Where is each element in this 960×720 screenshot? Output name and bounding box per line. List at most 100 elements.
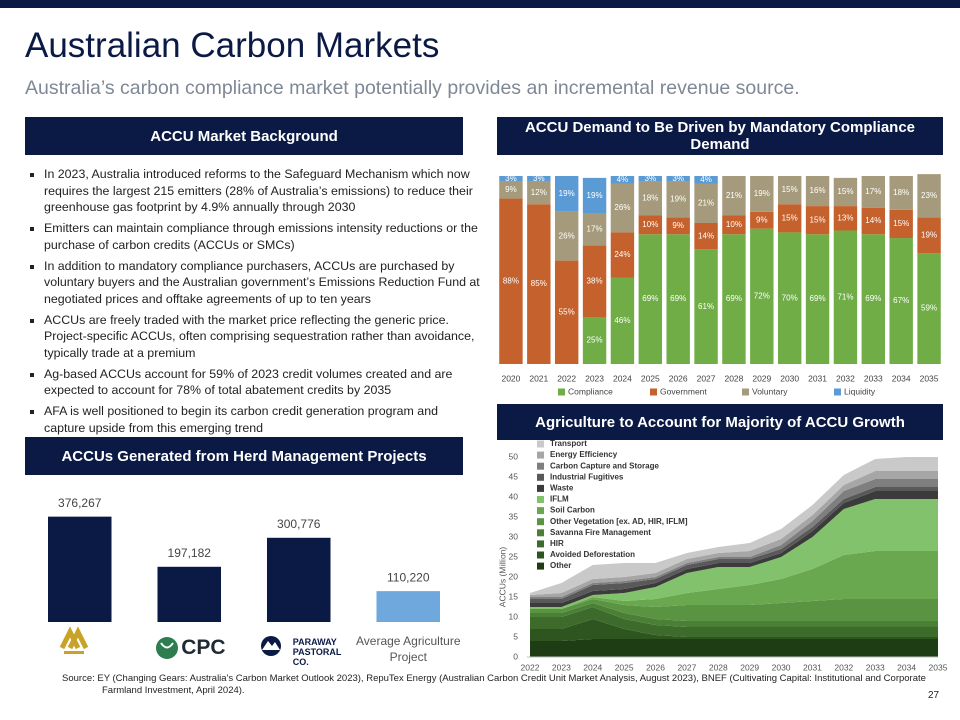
data-label: 55% [559,307,575,316]
data-label: 19% [670,195,686,204]
bar-segment [666,234,690,364]
data-label: 72% [754,291,770,300]
legend-swatch [537,473,544,481]
y-tick-label: 40 [509,491,519,501]
data-label: 12% [531,188,547,197]
bar-segment [722,215,746,235]
legend-swatch [834,388,841,396]
legend-label: Energy Efficiency [550,450,618,459]
bullet-list: In 2023, Australia introduced reforms to… [24,166,482,441]
legend-label: Government [660,386,707,396]
data-label: 9% [756,215,768,224]
legend-swatch [537,484,544,492]
data-label: 19% [754,189,770,198]
page-number: 27 [928,690,940,701]
x-tick-label: 2031 [803,662,822,672]
bar-segment [582,317,607,364]
data-label: 85% [531,279,547,288]
y-tick-label: 5 [513,631,518,641]
y-tick-label: 50 [509,451,519,461]
bar-segment [750,211,774,229]
bar-segment [638,215,663,235]
area [530,457,938,595]
logo-paraway [261,636,281,656]
data-label: 19% [587,191,603,200]
legend-label: Carbon Capture and Storage [550,461,659,470]
bar [376,591,441,622]
data-label: 300,776 [277,517,321,531]
data-label: 26% [614,203,630,212]
bar-segment [527,181,551,205]
legend-swatch [537,451,544,459]
x-tick-label: 2031 [808,373,827,383]
data-label: 69% [810,294,826,303]
data-label: 15% [782,185,798,194]
x-tick-label: 2029 [752,373,771,383]
bar-segment [499,198,523,364]
x-tick-label: 2026 [646,662,665,672]
bar-segment [777,232,802,364]
category-label: CPC [181,636,226,659]
data-label: 23% [921,191,937,200]
data-label: 15% [782,213,798,222]
data-label: 9% [672,221,684,230]
data-label: 70% [782,293,798,302]
bar-segment [610,176,635,184]
bar [47,516,112,622]
data-label: 21% [698,198,714,207]
bar-segment [777,176,802,205]
legend-swatch [650,388,657,396]
legend-swatch [537,551,544,559]
chart-title: ACCUs Generated from Herd Management Pro… [25,437,463,475]
bullet: ACCUs are freely traded with the market … [44,312,482,362]
category-label: Average Agriculture Project [355,634,461,664]
data-label: 18% [893,188,909,197]
legend-label: Savanna Fire Management [550,528,651,537]
data-label: 9% [505,185,517,194]
x-tick-label: 2022 [557,373,576,383]
data-label: 197,182 [168,546,212,560]
x-tick-label: 2027 [677,662,696,672]
data-label: 19% [921,230,937,239]
bar-segment [917,253,941,364]
legend-label: Industrial Fugitives [550,472,624,481]
legend-swatch [537,496,544,503]
data-label: 71% [837,292,853,301]
area [530,619,938,641]
x-tick-label: 2023 [585,373,604,383]
legend-label: IFLM [550,495,569,504]
data-label: 14% [698,231,714,240]
x-tick-label: 2030 [780,373,799,383]
bar-segment [694,183,718,223]
data-label: 59% [921,304,937,313]
bar-segment [554,211,579,261]
bullet: In 2023, Australia introduced reforms to… [44,166,482,216]
bullet: Emitters can maintain compliance through… [44,220,482,253]
legend-swatch [537,562,544,570]
bar-segment [750,228,774,364]
legend-label: Soil Carbon [550,506,595,515]
x-tick-label: 2033 [866,662,885,672]
x-tick-label: 2029 [740,662,759,672]
page-subtitle: Australia’s carbon compliance market pot… [25,77,800,99]
y-tick-label: 15 [509,591,519,601]
data-label: 21% [726,191,742,200]
bar-segment [805,206,830,235]
area [530,499,938,609]
bullet: In addition to mandatory compliance purc… [44,258,482,308]
data-label: 19% [559,189,575,198]
x-tick-label: 2025 [641,373,660,383]
bar-segment [638,181,663,216]
x-tick-label: 2021 [529,373,548,383]
data-label: 46% [614,316,630,325]
data-label: 15% [893,219,909,228]
data-label: 69% [865,294,881,303]
x-tick-label: 2035 [929,662,948,672]
data-label: 67% [893,296,909,305]
legend-label: Voluntary [752,386,788,396]
legend-swatch [537,529,544,537]
bar-segment [610,183,635,233]
bar-segment [610,232,635,278]
